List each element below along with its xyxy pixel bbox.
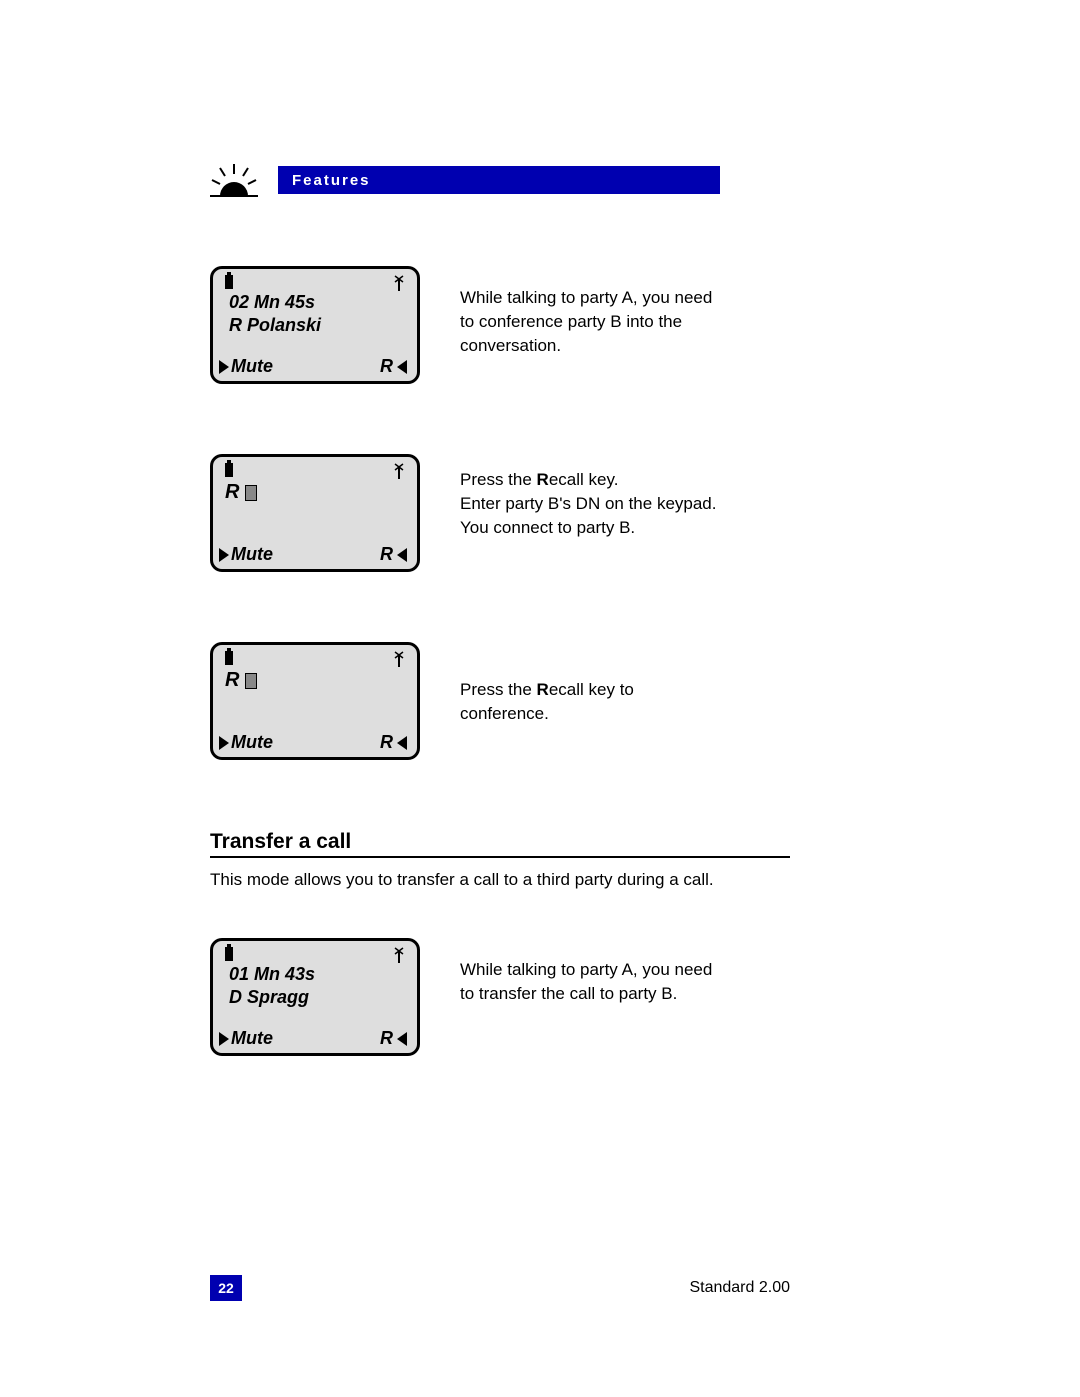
step-row-3: R Mute R Press the Recall key to confere…: [210, 642, 720, 760]
section-intro: This mode allows you to transfer a call …: [210, 870, 720, 890]
antenna-icon: [393, 947, 405, 963]
screen-status-icons: [223, 275, 407, 291]
header-title: Features: [292, 172, 371, 189]
battery-icon: [225, 651, 233, 665]
battery-icon: [225, 275, 233, 289]
screen-softkeys: Mute R: [219, 732, 407, 753]
screen-recall-entry: R: [223, 481, 407, 504]
header-row: Features: [210, 162, 720, 198]
battery-icon: [225, 463, 233, 477]
screen-caller: R Polanski: [223, 314, 407, 337]
phone-screen-1: 02 Mn 45s R Polanski Mute R: [210, 266, 420, 384]
step-description-1: While talking to party A, you need to co…: [460, 266, 720, 357]
softkey-recall: R: [380, 356, 407, 377]
battery-icon: [225, 947, 233, 961]
triangle-right-icon: [219, 360, 229, 374]
phone-screen-2: R Mute R: [210, 454, 420, 572]
triangle-right-icon: [219, 736, 229, 750]
screen-status-icons: [223, 651, 407, 667]
step-row-4: 01 Mn 43s D Spragg Mute R While talking …: [210, 938, 720, 1056]
triangle-left-icon: [397, 736, 407, 750]
softkey-recall: R: [380, 732, 407, 753]
page-content: Features 02 Mn 45s R Polanski Mute R Whi…: [0, 0, 720, 1056]
screen-timer: 01 Mn 43s: [223, 963, 407, 986]
page-footer: 22 Standard 2.00: [210, 1275, 790, 1301]
antenna-icon: [393, 651, 405, 667]
phone-screen-4: 01 Mn 43s D Spragg Mute R: [210, 938, 420, 1056]
softkey-recall: R: [380, 1028, 407, 1049]
antenna-icon: [393, 275, 405, 291]
page-number: 22: [210, 1275, 242, 1301]
phone-screen-3: R Mute R: [210, 642, 420, 760]
screen-recall-entry: R: [223, 669, 407, 692]
cursor-icon: [245, 673, 257, 689]
triangle-right-icon: [219, 1032, 229, 1046]
screen-caller: D Spragg: [223, 986, 407, 1009]
screen-softkeys: Mute R: [219, 356, 407, 377]
screen-status-icons: [223, 947, 407, 963]
step-description-2: Press the Recall key. Enter party B's DN…: [460, 454, 717, 539]
sunrise-icon: [210, 162, 258, 198]
screen-timer: 02 Mn 45s: [223, 291, 407, 314]
triangle-left-icon: [397, 548, 407, 562]
step-description-4: While talking to party A, you need to tr…: [460, 938, 720, 1006]
screen-softkeys: Mute R: [219, 544, 407, 565]
screen-softkeys: Mute R: [219, 1028, 407, 1049]
step-row-2: R Mute R Press the Recall key. Enter par…: [210, 454, 720, 572]
triangle-right-icon: [219, 548, 229, 562]
features-bar: Features: [278, 166, 720, 194]
antenna-icon: [393, 463, 405, 479]
softkey-mute: Mute: [219, 356, 273, 377]
softkey-mute: Mute: [219, 732, 273, 753]
footer-version: Standard 2.00: [689, 1279, 790, 1297]
softkey-recall: R: [380, 544, 407, 565]
triangle-left-icon: [397, 1032, 407, 1046]
step-row-1: 02 Mn 45s R Polanski Mute R While talkin…: [210, 266, 720, 384]
softkey-mute: Mute: [219, 1028, 273, 1049]
step-description-3: Press the Recall key to conference.: [460, 642, 720, 726]
triangle-left-icon: [397, 360, 407, 374]
screen-status-icons: [223, 463, 407, 479]
cursor-icon: [245, 485, 257, 501]
section-heading: Transfer a call: [210, 830, 790, 858]
softkey-mute: Mute: [219, 544, 273, 565]
